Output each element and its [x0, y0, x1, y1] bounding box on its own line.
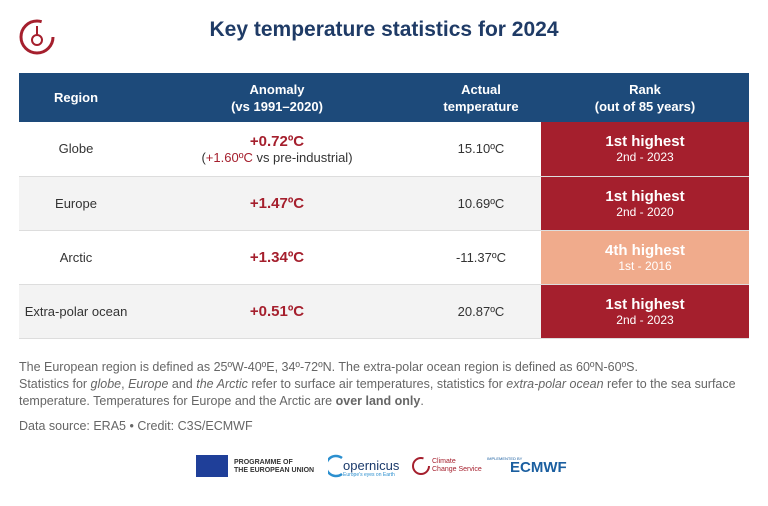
- header-cell: Region: [19, 73, 133, 122]
- row: Europe +1.47ºC 10.69ºC 1st highest 2nd - …: [19, 176, 749, 231]
- row: Globe +0.72ºC (+1.60ºC vs pre-industrial)…: [19, 122, 749, 177]
- note: The European region is defined as 25ºW-4…: [19, 360, 638, 374]
- header-text: (out of 85 years): [594, 98, 696, 114]
- note-text: ,: [121, 377, 129, 391]
- actual: -11.37ºC: [421, 230, 541, 285]
- note-text: Europe: [128, 377, 169, 391]
- rank: 1st highest: [605, 295, 685, 313]
- rank-cell: 1st highest 2nd - 2020: [541, 176, 749, 231]
- copernicus-logo: opernicus: [343, 458, 400, 473]
- anomaly: +0.72ºC: [249, 132, 305, 150]
- header-text: temperature: [443, 98, 519, 114]
- rank-cell: 1st highest 2nd - 2023: [541, 122, 749, 177]
- c3s-logo: [19, 19, 55, 55]
- eu-flag: [196, 455, 228, 477]
- anomaly: +1.47ºC: [133, 176, 421, 231]
- note-text: Statistics for: [19, 377, 91, 391]
- notes: The European region is defined as 25ºW-4…: [19, 359, 759, 410]
- header-text: Anomaly: [249, 81, 305, 97]
- note-text: over land only: [335, 394, 421, 408]
- anomaly-cell: +0.72ºC (+1.60ºC vs pre-industrial): [133, 122, 421, 177]
- header-cell: Actual temperature: [421, 73, 541, 122]
- header-cell: Rank (out of 85 years): [541, 73, 749, 122]
- header-text: Region: [53, 90, 99, 105]
- header-text: Rank: [629, 81, 661, 97]
- actual: 20.87ºC: [421, 284, 541, 339]
- rank: 4th highest: [604, 241, 685, 259]
- region: Arctic: [19, 230, 133, 285]
- rank-cell: 4th highest 1st - 2016: [541, 230, 749, 285]
- note-text: refer to the sea surface temperature. Te…: [19, 377, 736, 408]
- region: Extra-polar ocean: [19, 284, 133, 339]
- ecmwf-logo: ECMWF: [510, 459, 567, 476]
- rank: 1st highest: [605, 133, 685, 151]
- eu-logo: PROGRAMME OF THE EUROPEAN UNION: [234, 459, 314, 475]
- logo-text: PROGRAMME OF: [234, 459, 293, 466]
- implemented-by: IMPLEMENTED BY: [487, 456, 523, 461]
- actual: 10.69ºC: [421, 176, 541, 231]
- anomaly-note: +1.60ºC: [205, 149, 253, 165]
- header-text: (vs 1991–2020): [231, 98, 323, 114]
- title: Key temperature statistics for 2024: [209, 18, 559, 41]
- note-text: the Arctic: [196, 377, 248, 391]
- anomaly-note: (: [201, 149, 206, 165]
- row: Extra-polar ocean +0.51ºC 20.87ºC 1st hi…: [19, 284, 749, 339]
- note-text: globe: [90, 377, 122, 391]
- rank-note: 2nd - 2023: [616, 312, 674, 327]
- region: Globe: [19, 122, 133, 177]
- header-text: Actual: [461, 81, 501, 97]
- note-text: .: [420, 394, 424, 408]
- logo-text: THE EUROPEAN UNION: [234, 467, 315, 474]
- anomaly: +1.34ºC: [133, 230, 421, 285]
- anomaly-note: vs pre-industrial): [252, 149, 353, 165]
- stats-table: Region Anomaly (vs 1991–2020) Actual tempe…: [19, 73, 749, 339]
- rank-note: 2nd - 2023: [616, 150, 674, 165]
- logo-text: Change Service: [432, 466, 482, 473]
- logo-text: Climate: [432, 458, 456, 465]
- source: Data source: ERA5 • Credit: C3S/ECMWF: [19, 419, 253, 433]
- note: Statistics for globe, Europe and the Arc…: [19, 376, 759, 410]
- c3s-mark: [412, 457, 430, 475]
- note-text: extra-polar ocean: [506, 377, 604, 391]
- anomaly: +0.51ºC: [133, 284, 421, 339]
- note-text: and: [168, 377, 197, 391]
- copernicus-mark: [328, 454, 343, 478]
- rank-note: 1st - 2016: [618, 258, 672, 273]
- row: Arctic +1.34ºC -11.37ºC 4th highest 1st -…: [19, 230, 749, 285]
- rank-note: 2nd - 2020: [616, 204, 674, 219]
- region: Europe: [19, 176, 133, 231]
- copernicus-sub: Europe's eyes on Earth: [343, 472, 395, 478]
- note-text: refer to surface air temperatures, stati…: [247, 377, 507, 391]
- rank-cell: 1st highest 2nd - 2023: [541, 284, 749, 339]
- header-row: Region Anomaly (vs 1991–2020) Actual tempe…: [19, 73, 749, 122]
- c3s-logo-text: Climate Change Service: [432, 458, 482, 474]
- actual: 15.10ºC: [421, 122, 541, 177]
- header-cell: Anomaly (vs 1991–2020): [133, 73, 421, 122]
- rank: 1st highest: [605, 187, 685, 205]
